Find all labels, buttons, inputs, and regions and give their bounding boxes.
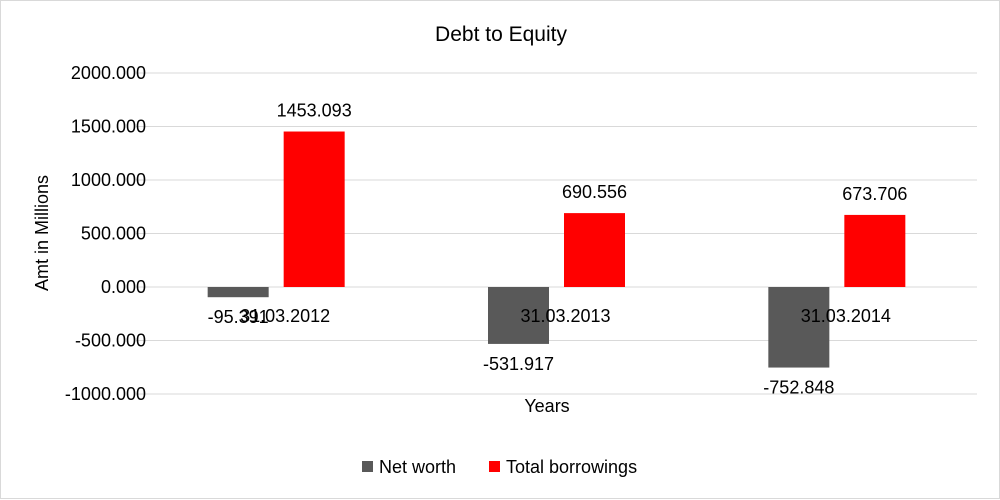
legend-label: Total borrowings bbox=[506, 457, 637, 477]
category-labels: 31.03.2012 31.03.2013 31.03.2014 bbox=[240, 306, 891, 326]
data-label: 673.706 bbox=[842, 184, 907, 204]
x-category-label: 31.03.2012 bbox=[240, 306, 330, 326]
chart-title: Debt to Equity bbox=[435, 23, 567, 46]
bar-net-worth bbox=[207, 287, 269, 298]
data-label: 690.556 bbox=[562, 182, 627, 202]
legend-swatch bbox=[362, 461, 373, 472]
y-axis-ticks: 2000.000 1500.000 1000.000 500.000 0.000 -500… bbox=[65, 63, 146, 404]
x-axis-title: Years bbox=[524, 396, 569, 416]
y-tick-label: 500.000 bbox=[81, 224, 146, 244]
data-label: 1453.093 bbox=[277, 101, 352, 121]
legend: Net worth Total borrowings bbox=[362, 457, 637, 477]
data-label: -531.917 bbox=[483, 354, 554, 374]
y-tick-label: 2000.000 bbox=[71, 63, 146, 83]
data-label: -752.848 bbox=[763, 378, 834, 398]
y-axis-title: Amt in Millions bbox=[32, 175, 52, 291]
data-label: -95.391 bbox=[208, 307, 269, 327]
bars bbox=[207, 131, 906, 368]
bar-net-worth bbox=[768, 287, 830, 368]
bar-total-borrowings bbox=[564, 213, 625, 287]
y-tick-label: 0.000 bbox=[101, 277, 146, 297]
bar-total-borrowings bbox=[283, 131, 345, 287]
x-category-label: 31.03.2014 bbox=[801, 306, 891, 326]
y-tick-label: -500.000 bbox=[75, 331, 146, 351]
legend-swatch bbox=[489, 461, 500, 472]
x-category-label: 31.03.2013 bbox=[520, 306, 610, 326]
y-tick-label: -1000.000 bbox=[65, 384, 146, 404]
gridlines bbox=[136, 72, 977, 395]
bar-net-worth bbox=[488, 287, 549, 344]
data-labels: -95.391 1453.093 -531.917 690.556 -752.848 67… bbox=[208, 101, 908, 398]
legend-label: Net worth bbox=[379, 457, 456, 477]
y-tick-label: 1000.000 bbox=[71, 170, 146, 190]
bar-total-borrowings bbox=[844, 214, 906, 287]
y-tick-label: 1500.000 bbox=[71, 117, 146, 137]
